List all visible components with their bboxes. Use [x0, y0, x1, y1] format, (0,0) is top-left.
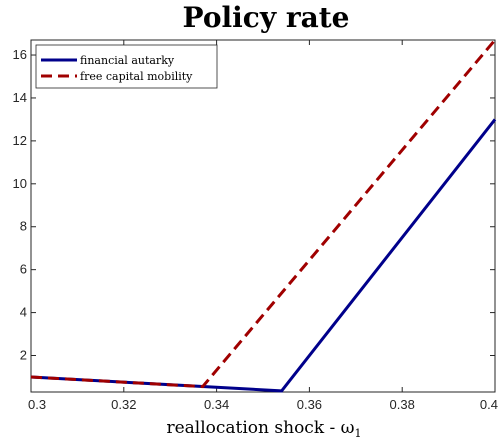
- legend-label-financial-autarky: financial autarky: [80, 54, 175, 67]
- x-tick-label: 0.3: [28, 397, 46, 412]
- y-tick-label: 10: [13, 176, 27, 191]
- y-tick-label: 6: [20, 262, 27, 277]
- legend: financial autarky free capital mobility: [35, 44, 218, 89]
- x-tick-label: 0.32: [111, 397, 136, 412]
- x-axis-label-subscript: 1: [355, 427, 362, 440]
- y-axis-ticks: 2 4 6 8 10 12 14 16: [13, 47, 495, 363]
- series-layer: [30, 39, 497, 393]
- y-tick-label: 12: [13, 133, 27, 148]
- x-axis-label: reallocation shock - ω1: [166, 418, 361, 440]
- y-tick-label: 2: [20, 348, 27, 363]
- y-tick-label: 14: [13, 90, 27, 105]
- legend-label-free-capital-mobility: free capital mobility: [80, 70, 193, 83]
- plot-area: [30, 39, 496, 393]
- series-line-financial-autarky: [30, 118, 497, 393]
- y-tick-label: 4: [20, 305, 27, 320]
- x-axis-ticks: 0.3 0.32 0.34 0.36 0.38 0.4: [28, 40, 498, 412]
- y-tick-label: 8: [20, 219, 27, 234]
- x-tick-label: 0.38: [390, 397, 415, 412]
- x-tick-label: 0.4: [480, 397, 498, 412]
- legend-box: [35, 44, 218, 89]
- x-tick-label: 0.34: [204, 397, 229, 412]
- chart-title: Policy rate: [183, 1, 350, 34]
- series-line-free-capital-mobility: [30, 39, 497, 389]
- x-tick-label: 0.36: [297, 397, 322, 412]
- y-tick-label: 16: [13, 47, 27, 62]
